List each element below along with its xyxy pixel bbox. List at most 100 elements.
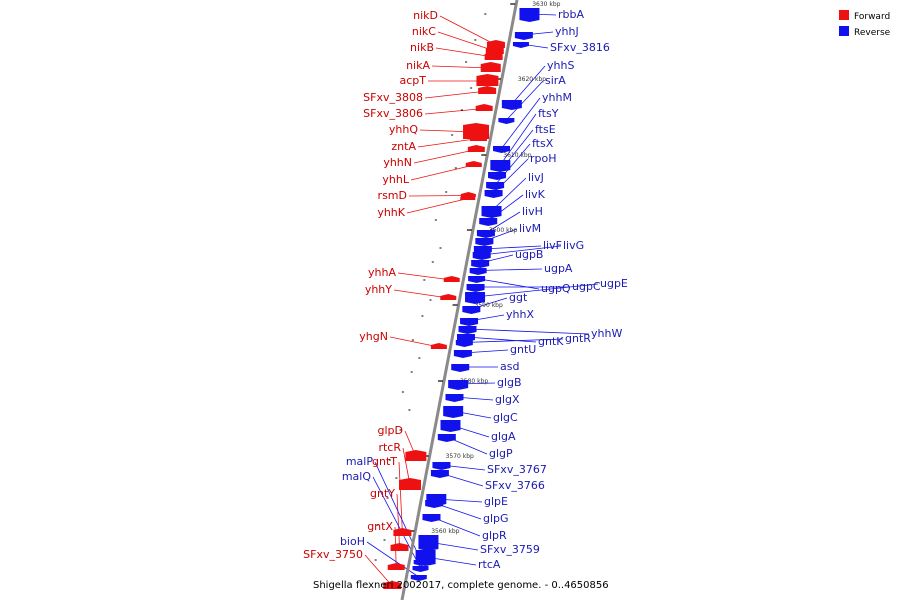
reverse-gene — [512, 42, 529, 48]
reverse-gene — [472, 252, 491, 260]
reverse-gene-label: SFxv_3759 — [480, 543, 540, 556]
legend-reverse-swatch — [839, 26, 849, 36]
reverse-gene-label: glgX — [495, 393, 520, 406]
reverse-gene-leader — [482, 245, 542, 250]
reverse-gene-label: malP — [346, 455, 374, 468]
tick-label: 3630 kbp — [532, 1, 560, 8]
forward-gene — [465, 161, 482, 167]
forward-gene-label: acpT — [400, 74, 427, 87]
reverse-gene-label: yhhX — [506, 308, 534, 321]
reverse-gene-leader — [506, 80, 544, 121]
forward-gene — [443, 276, 460, 282]
reverse-gene-label: glgA — [491, 430, 516, 443]
forward-gene-leader — [397, 272, 452, 281]
forward-gene-leader — [413, 149, 477, 164]
forward-gene-label: yhhL — [382, 173, 409, 186]
reverse-gene-label: sirA — [545, 74, 566, 87]
reverse-gene-label: livK — [525, 188, 546, 201]
forward-gene-leader — [435, 47, 494, 58]
forward-gene-label: SFxv_3750 — [303, 548, 363, 561]
forward-gene-leader — [364, 554, 393, 587]
forward-gene — [484, 52, 503, 60]
reverse-gene-label: SFxv_3816 — [550, 41, 610, 54]
reverse-gene-label: malQ — [342, 470, 372, 483]
forward-gene — [383, 581, 402, 589]
forward-gene-label: gntY — [370, 487, 395, 500]
reverse-gene-label: glpR — [482, 529, 507, 542]
reverse-gene — [430, 470, 449, 478]
reverse-gene — [445, 394, 464, 402]
reverse-gene-label: yhhW — [591, 327, 622, 340]
reverse-gene-label: ugpB — [515, 248, 543, 261]
forward-gene — [460, 192, 476, 197]
reverse-gene-leader — [485, 211, 521, 234]
reverse-gene-leader — [467, 328, 590, 335]
reverse-gene-label: glpG — [483, 512, 509, 525]
forward-gene-leader — [437, 31, 495, 52]
forward-gene — [476, 74, 499, 86]
reverse-gene-label: ggt — [509, 291, 528, 304]
forward-gene — [399, 478, 421, 490]
forward-gene — [486, 40, 505, 48]
forward-gene-leader — [410, 164, 474, 181]
forward-gene-leader — [408, 195, 469, 197]
reverse-gene — [493, 146, 511, 153]
reverse-gene — [501, 100, 522, 110]
forward-gene — [460, 195, 476, 200]
reverse-gene-leader — [366, 541, 420, 578]
forward-gene-leader — [424, 90, 488, 99]
forward-gene-leader — [439, 15, 497, 46]
reverse-gene — [479, 218, 498, 226]
reverse-gene — [465, 292, 486, 304]
reverse-gene — [455, 340, 473, 347]
reverse-gene-label: bioH — [340, 535, 365, 548]
reverse-gene — [448, 380, 469, 390]
forward-gene-leader — [393, 289, 449, 299]
genome-caption: Shigella flexneri 2002017, complete geno… — [313, 580, 609, 591]
forward-gene — [475, 104, 493, 111]
tick-label: 3570 kbp — [446, 453, 474, 460]
reverse-gene — [471, 260, 490, 268]
reverse-gene-leader — [491, 177, 527, 212]
reverse-gene-leader — [500, 113, 537, 166]
forward-gene-leader — [398, 461, 403, 534]
reverse-gene-leader — [474, 283, 599, 298]
forward-gene-label: yhhQ — [389, 123, 418, 136]
forward-gene-label: yhhA — [368, 266, 396, 279]
reverse-gene — [410, 575, 427, 581]
reverse-gene — [484, 190, 503, 198]
forward-gene-label: rtcR — [378, 441, 401, 454]
forward-gene — [430, 343, 447, 349]
reverse-gene-label: glgB — [497, 376, 522, 389]
reverse-gene — [476, 230, 495, 238]
legend-forward-swatch — [839, 10, 849, 20]
reverse-gene-leader — [465, 336, 537, 343]
forward-gene-label: zntA — [391, 140, 416, 153]
forward-gene-label: nikB — [410, 41, 434, 54]
reverse-gene — [443, 406, 464, 418]
reverse-gene-label: asd — [500, 360, 519, 373]
forward-gene-leader — [396, 493, 400, 549]
reverse-gene-label: ftsY — [538, 107, 559, 120]
reverse-gene-label: gntK — [538, 335, 564, 348]
reverse-gene-label: gntR — [565, 332, 591, 345]
reverse-gene — [519, 8, 540, 22]
reverse-gene — [432, 462, 451, 470]
forward-gene — [469, 134, 487, 141]
reverse-gene-leader — [464, 338, 564, 343]
forward-gene-leader — [406, 198, 468, 214]
reverse-gene — [451, 364, 470, 372]
forward-gene — [467, 145, 485, 152]
reverse-gene — [453, 350, 472, 358]
reverse-gene — [498, 118, 515, 124]
forward-gene — [440, 294, 457, 300]
reverse-gene — [440, 420, 461, 432]
forward-gene-label: glpD — [378, 424, 404, 437]
forward-gene-leader — [417, 138, 479, 148]
reverse-gene — [460, 318, 479, 326]
reverse-gene-label: SFxv_3767 — [487, 463, 547, 476]
tick-label: 3590 kbp — [475, 302, 503, 309]
reverse-gene-label: ugpC — [572, 280, 601, 293]
reverse-gene-label: livM — [519, 222, 541, 235]
forward-gene — [387, 563, 405, 570]
